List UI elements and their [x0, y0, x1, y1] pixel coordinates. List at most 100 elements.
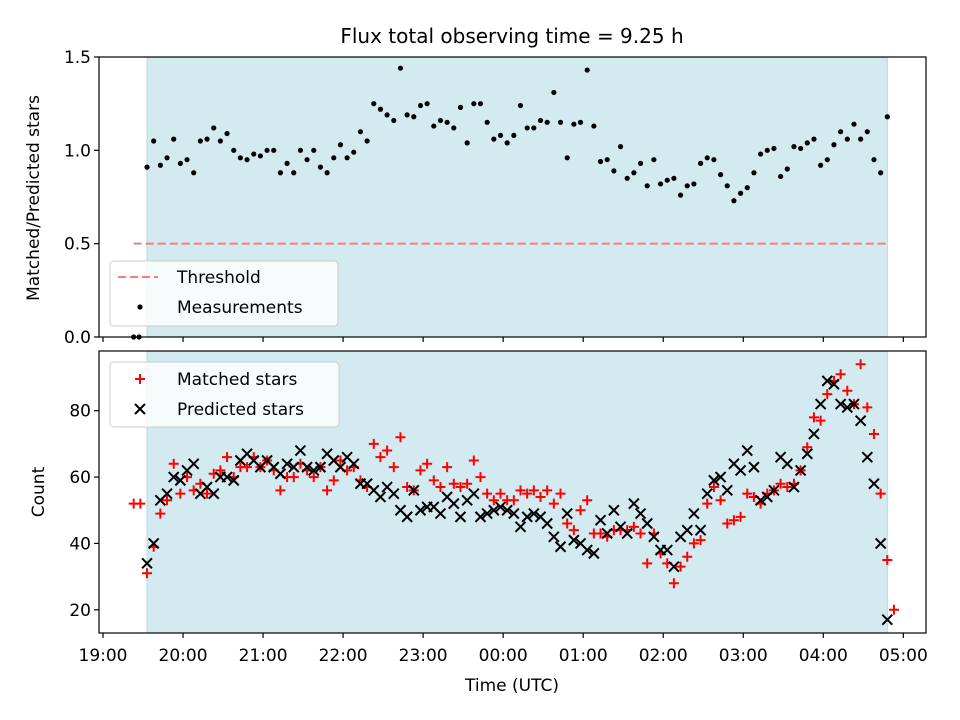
matched-star-marker [515, 485, 526, 496]
predicted-star-marker [288, 461, 300, 473]
measurement-point [631, 170, 637, 176]
matched-star-marker [322, 485, 333, 496]
matched-star-marker [628, 521, 639, 532]
matched-star-marker [215, 465, 226, 476]
measurement-point [831, 142, 837, 148]
legend-box [109, 361, 340, 428]
matched-star-marker [442, 462, 453, 473]
matched-star-marker [722, 518, 733, 529]
matched-star-marker [328, 475, 339, 486]
measurement-point [144, 164, 150, 170]
predicted-star-marker [167, 471, 180, 483]
matched-star-marker [422, 458, 433, 469]
measurement-point [304, 157, 310, 163]
legend-matched-swatch [135, 374, 145, 384]
measurement-point [764, 147, 770, 153]
measurement-point [564, 155, 570, 161]
measurement-point [804, 140, 810, 146]
matched-star-marker [782, 482, 793, 493]
measurement-point [351, 149, 357, 155]
predicted-star-marker [634, 507, 647, 520]
measurement-point [397, 65, 404, 71]
measurement-point [671, 175, 677, 181]
measurement-point [391, 117, 397, 124]
measurement-point [244, 157, 250, 163]
predicted-star-marker [187, 458, 200, 470]
predicted-star-marker [741, 444, 753, 457]
y-tick-label: 40 [69, 534, 91, 554]
predicted-star-marker [581, 544, 593, 556]
measurement-point [824, 157, 830, 163]
measurement-point [257, 153, 263, 159]
measurement-point [191, 170, 197, 176]
matched-star-marker [508, 495, 519, 506]
y-tick-label: 1.0 [64, 141, 91, 161]
measurement-point [277, 170, 284, 176]
predicted-star-marker [174, 474, 187, 487]
matched-star-marker [595, 528, 606, 539]
matched-star-marker [542, 485, 553, 496]
measurement-point [324, 170, 330, 176]
matched-star-marker [175, 488, 186, 499]
measurement-point [878, 170, 884, 176]
measurement-point [231, 147, 237, 153]
predicted-star-marker [568, 534, 580, 546]
predicted-star-marker [334, 461, 347, 473]
matched-star-marker [522, 488, 533, 499]
matched-star-marker [222, 452, 233, 463]
x-tick-label: 20:00 [159, 646, 208, 666]
predicted-star-marker [821, 375, 834, 387]
measurement-point [291, 170, 297, 176]
predicted-star-marker [734, 464, 747, 477]
measurement-point [431, 123, 437, 129]
measurement-point [637, 160, 644, 166]
predicted-star-marker [648, 531, 660, 543]
measurement-point [204, 136, 210, 142]
matched-star-marker [775, 478, 786, 489]
matched-star-marker [288, 472, 299, 483]
ratio-axes-frame [98, 56, 927, 338]
predicted-star-marker [621, 527, 633, 540]
measurement-point [611, 168, 617, 174]
y-tick-label: 0.5 [64, 235, 91, 255]
matched-star-marker [162, 495, 173, 506]
predicted-star-marker [848, 398, 860, 410]
predicted-star-marker [601, 527, 613, 540]
measurement-point [844, 136, 850, 142]
matched-star-marker [462, 478, 473, 489]
measurement-point [197, 138, 203, 144]
measurement-point [577, 119, 584, 125]
measurement-point [571, 121, 577, 127]
predicted-star-marker [748, 461, 760, 473]
predicted-star-marker [308, 464, 320, 477]
measurement-point [404, 112, 410, 118]
predicted-star-marker [408, 484, 420, 497]
measurement-point [704, 155, 710, 161]
measurement-point [177, 160, 183, 166]
measurement-point [211, 125, 217, 131]
y-tick-label: 0.0 [64, 328, 91, 348]
predicted-star-marker [834, 398, 847, 410]
predicted-star-marker [868, 477, 880, 490]
matched-star-marker [495, 488, 506, 499]
count-y-axis-label: Count [29, 466, 49, 517]
matched-star-marker [468, 455, 479, 466]
matched-star-marker [568, 525, 579, 536]
matched-star-marker [548, 498, 559, 509]
predicted-star-marker [414, 504, 427, 516]
measurement-point [377, 106, 384, 112]
matched-star-marker [882, 555, 893, 566]
count-y-ticks: 20 40 60 80 [69, 402, 99, 621]
measurement-point [551, 89, 557, 96]
measurement-point [677, 192, 684, 198]
count-legend: Matched stars Predicted stars [109, 361, 340, 428]
time-x-ticks: 19:00 20:00 21:00 22:00 23:00 00:00 01:00 02:00… [79, 633, 928, 666]
measurement-point [517, 102, 524, 109]
y-tick-label: 60 [69, 468, 91, 488]
predicted-star-marker [228, 474, 240, 487]
matched-star-marker [575, 505, 586, 516]
legend-predicted-swatch [134, 403, 146, 415]
matched-star-marker [382, 445, 393, 456]
measurement-point [484, 119, 490, 125]
measurement-point [284, 160, 290, 166]
